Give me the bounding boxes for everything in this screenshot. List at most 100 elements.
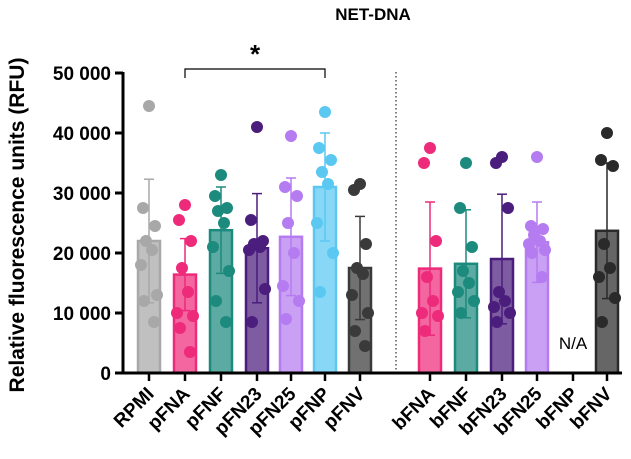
data-point	[319, 106, 331, 118]
data-point	[418, 157, 430, 169]
data-point	[419, 325, 431, 337]
data-point	[251, 121, 263, 133]
data-point	[187, 310, 199, 322]
data-point	[502, 202, 514, 214]
data-point	[430, 235, 442, 247]
data-point	[491, 316, 503, 328]
data-point	[288, 247, 300, 259]
data-point	[463, 277, 475, 289]
chart-title: NET-DNA	[335, 5, 411, 24]
data-point	[455, 307, 467, 319]
significance-star: *	[250, 39, 261, 69]
data-point	[151, 289, 163, 301]
data-point	[526, 247, 538, 259]
data-point	[593, 271, 605, 283]
y-tick-label: 0	[100, 364, 111, 385]
data-point	[135, 259, 147, 271]
data-point	[457, 265, 469, 277]
data-point	[185, 235, 197, 247]
data-point	[466, 241, 478, 253]
data-point	[421, 271, 433, 283]
data-point	[259, 283, 271, 295]
data-point	[424, 142, 436, 154]
data-point	[184, 346, 196, 358]
data-point	[218, 217, 230, 229]
data-point	[346, 289, 358, 301]
data-point	[327, 247, 339, 259]
data-point	[243, 244, 255, 256]
data-point	[454, 202, 466, 214]
data-point	[279, 181, 291, 193]
data-point	[536, 271, 548, 283]
data-point	[209, 190, 221, 202]
data-point	[282, 217, 294, 229]
y-axis: 0 10 000 20 000 30 000 40 000 50 000	[53, 64, 125, 385]
data-point	[539, 244, 551, 256]
x-tick-label-bfna: bFNA	[389, 383, 440, 434]
data-point	[313, 142, 325, 154]
data-point	[215, 169, 227, 181]
data-point	[349, 325, 361, 337]
data-point	[179, 199, 191, 211]
data-point	[325, 154, 337, 166]
significance-bracket-line	[184, 68, 326, 78]
data-point	[316, 166, 328, 178]
data-points	[135, 100, 621, 358]
data-point	[416, 307, 428, 319]
data-point	[490, 157, 502, 169]
data-point	[595, 154, 607, 166]
data-point	[488, 301, 500, 313]
data-point	[360, 238, 372, 250]
data-point	[314, 286, 326, 298]
data-point	[285, 130, 297, 142]
data-point	[148, 316, 160, 328]
data-point	[493, 286, 505, 298]
data-point	[182, 286, 194, 298]
data-point	[210, 295, 222, 307]
data-point	[212, 205, 224, 217]
data-point	[362, 307, 374, 319]
data-point	[609, 292, 621, 304]
data-point	[220, 316, 232, 328]
data-point	[531, 151, 543, 163]
data-point	[223, 265, 235, 277]
data-point	[146, 244, 158, 256]
data-point	[277, 280, 289, 292]
data-point	[607, 160, 619, 172]
data-point	[432, 310, 444, 322]
data-point	[246, 316, 258, 328]
data-point	[245, 214, 257, 226]
data-point	[293, 295, 305, 307]
data-point	[359, 340, 371, 352]
x-tick-label-pfnv: pFNV	[320, 383, 370, 433]
data-point	[598, 238, 610, 250]
data-point	[143, 100, 155, 112]
y-tick-label: 20 000	[53, 244, 111, 265]
data-point	[140, 235, 152, 247]
data-point	[596, 316, 608, 328]
data-point	[322, 178, 334, 190]
bar-na-label: N/A	[559, 334, 588, 353]
data-point	[504, 307, 516, 319]
data-point	[173, 214, 185, 226]
x-tick-label-pfna: pFNA	[144, 383, 195, 434]
data-point	[176, 262, 188, 274]
data-point	[171, 307, 183, 319]
data-point	[499, 295, 511, 307]
y-tick-label: 30 000	[53, 184, 111, 205]
data-point	[452, 286, 464, 298]
y-axis-label: Relative fluorescence units (RFU)	[6, 58, 29, 393]
y-tick-label: 40 000	[53, 124, 111, 145]
data-point	[291, 190, 303, 202]
data-point	[604, 262, 616, 274]
data-point	[348, 184, 360, 196]
data-point	[174, 322, 186, 334]
data-point	[601, 127, 613, 139]
data-point	[427, 295, 439, 307]
data-point	[311, 217, 323, 229]
y-tick-label: 10 000	[53, 304, 111, 325]
y-tick-label: 50 000	[53, 64, 111, 85]
data-point	[534, 235, 546, 247]
data-point	[460, 157, 472, 169]
